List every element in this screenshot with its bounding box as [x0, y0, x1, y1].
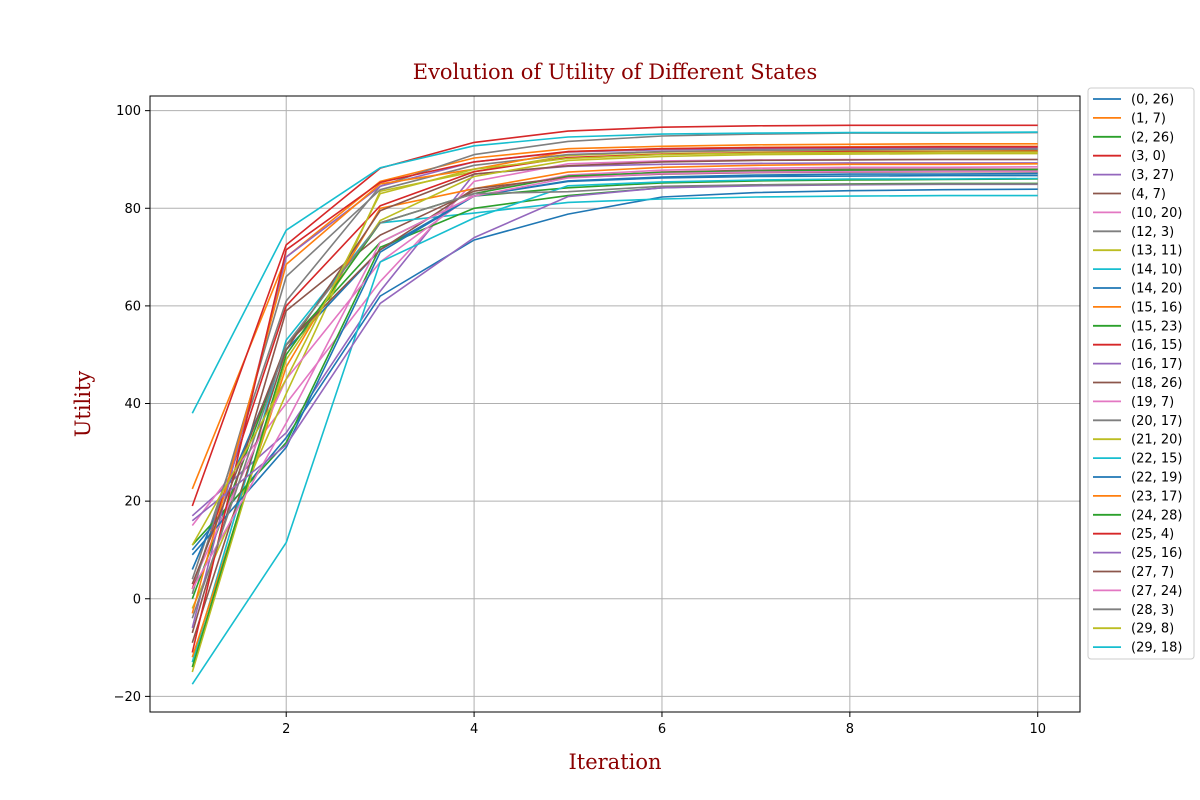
- y-tick-label: 80: [124, 202, 141, 217]
- legend-entry: (2, 26): [1131, 130, 1174, 145]
- series-line: [191, 177, 1038, 685]
- legend-entry: (21, 20): [1131, 433, 1183, 448]
- legend-entry: (0, 26): [1131, 93, 1174, 108]
- series-line: [191, 183, 1038, 619]
- legend-entry: (25, 16): [1131, 546, 1183, 561]
- series-line: [191, 174, 1038, 556]
- legend-entry: (22, 15): [1131, 452, 1183, 467]
- legend-entry: (27, 7): [1131, 565, 1174, 580]
- x-tick-label: 4: [470, 722, 478, 737]
- series-lines: [191, 124, 1038, 685]
- x-axis-label: Iteration: [568, 750, 661, 774]
- legend-entry: (15, 16): [1131, 300, 1183, 315]
- series-line: [191, 166, 1038, 585]
- legend-entry: (20, 17): [1131, 414, 1183, 429]
- legend-entry: (16, 15): [1131, 338, 1183, 353]
- y-tick-label: 20: [124, 495, 141, 510]
- y-tick-label: 0: [133, 592, 141, 607]
- legend-entry: (15, 23): [1131, 319, 1183, 334]
- series-line: [191, 143, 1038, 490]
- legend-entry: (4, 7): [1131, 187, 1166, 202]
- series-line: [191, 158, 1038, 643]
- legend-entry: (12, 3): [1131, 225, 1174, 240]
- legend: (0, 26) (1, 7) (2, 26) (3, 0) (3, 27) (4, 7) (…: [1087, 87, 1195, 660]
- legend-entry: (29, 8): [1131, 622, 1174, 637]
- series-line: [191, 188, 1038, 551]
- series-line: [191, 124, 1038, 507]
- series-line: [191, 131, 1038, 414]
- legend-entry: (3, 27): [1131, 168, 1174, 183]
- axis-ticks: 2 4 6 8 10 −20 0 20 40 60 80 100: [114, 104, 1046, 737]
- x-tick-label: 6: [658, 722, 666, 737]
- legend-entry: (3, 0): [1131, 149, 1166, 164]
- y-tick-label: 60: [124, 299, 141, 314]
- y-tick-label: −20: [114, 690, 141, 705]
- y-tick-label: 100: [116, 104, 141, 119]
- y-tick-label: 40: [124, 397, 141, 412]
- y-axis-label: Utility: [71, 371, 95, 438]
- legend-entry: (18, 26): [1131, 376, 1183, 391]
- legend-entry: (28, 3): [1131, 603, 1174, 618]
- legend-entry: (25, 4): [1131, 527, 1174, 542]
- x-tick-label: 8: [846, 722, 854, 737]
- series-line: [191, 162, 1038, 517]
- legend-entry: (19, 7): [1131, 395, 1174, 410]
- series-line: [191, 170, 1038, 590]
- legend-entry: (10, 20): [1131, 206, 1183, 221]
- legend-entry: (1, 7): [1131, 111, 1166, 126]
- legend-entry: (16, 17): [1131, 357, 1183, 372]
- series-line: [191, 168, 1038, 668]
- chart-title: Evolution of Utility of Different States: [413, 60, 818, 84]
- x-tick-label: 2: [282, 722, 290, 737]
- legend-entry: (14, 20): [1131, 282, 1183, 297]
- series-line: [191, 148, 1038, 595]
- x-tick-label: 10: [1029, 722, 1046, 737]
- series-line: [191, 151, 1038, 546]
- legend-entry: (24, 28): [1131, 508, 1183, 523]
- legend-entry: (29, 18): [1131, 641, 1183, 656]
- series-line: [191, 146, 1038, 653]
- legend-entry: (27, 24): [1131, 584, 1183, 599]
- legend-entry: (23, 17): [1131, 489, 1183, 504]
- legend-entry: (13, 11): [1131, 244, 1183, 259]
- legend-entry: (22, 19): [1131, 471, 1183, 486]
- legend-entry: (14, 10): [1131, 263, 1183, 278]
